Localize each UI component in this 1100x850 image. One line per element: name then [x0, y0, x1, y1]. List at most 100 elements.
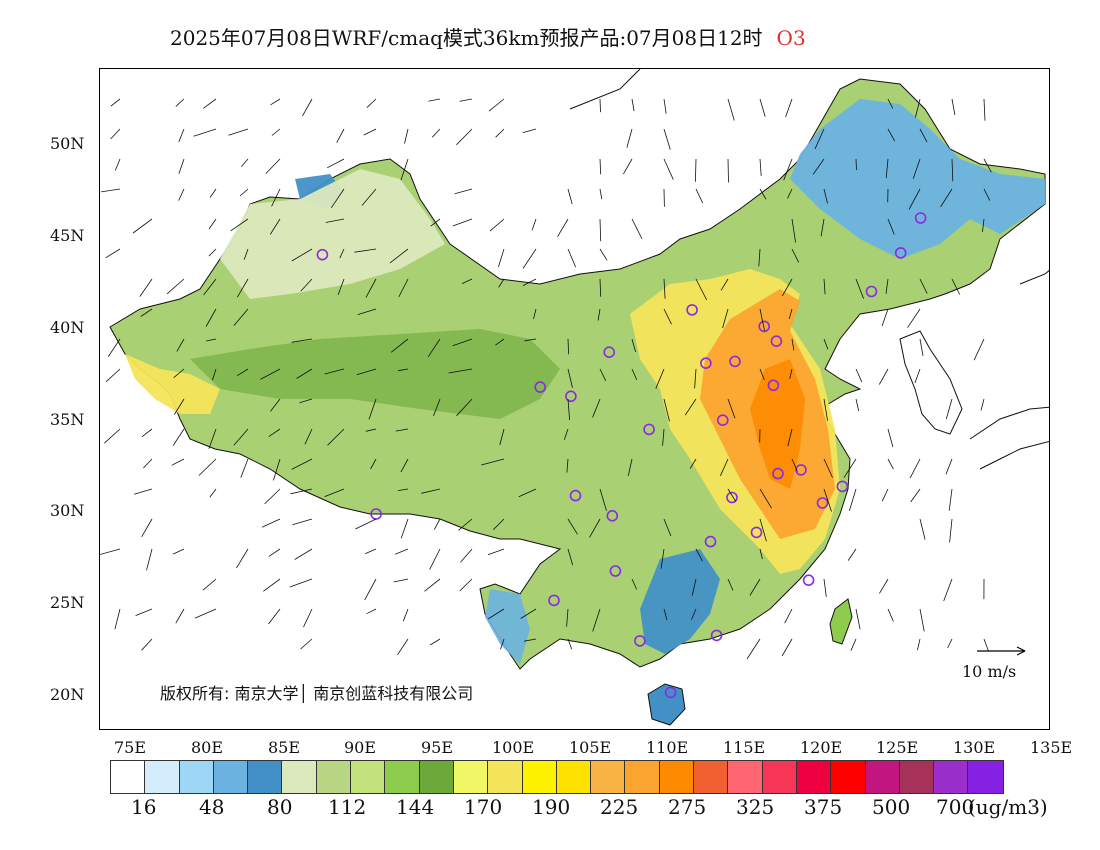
colorbar-label: 80 — [267, 795, 293, 819]
wind-arrow — [847, 548, 857, 561]
lon-label-75e: 75E — [114, 738, 147, 757]
wind-arrow — [364, 578, 377, 601]
colorbar-swatch — [796, 761, 832, 793]
wind-arrow — [459, 98, 473, 102]
wind-arrow — [749, 578, 761, 596]
station-marker — [716, 414, 729, 427]
wind-arrow — [289, 578, 313, 588]
station-marker — [569, 489, 582, 502]
wind-arrow — [599, 188, 603, 200]
wind-arrow — [695, 188, 704, 204]
wind-arrow — [304, 428, 313, 445]
wind-arrow — [689, 458, 697, 469]
wind-arrow — [567, 338, 569, 355]
colorbar-swatch — [591, 761, 626, 793]
lon-label-115e: 115E — [723, 738, 766, 757]
wind-arrow — [194, 608, 217, 619]
wind-arrow — [589, 518, 601, 538]
wind-arrow — [302, 98, 313, 117]
station-marker — [865, 285, 878, 298]
wind-arrow — [212, 368, 217, 381]
wind-arrow — [243, 248, 249, 260]
wind-arrow — [759, 518, 767, 542]
wind-arrow — [947, 638, 953, 649]
wind-arrow — [209, 488, 217, 498]
wind-arrow — [599, 248, 608, 261]
wind-arrow — [599, 98, 601, 113]
wind-arrow — [487, 608, 505, 620]
wind-arrow — [456, 398, 473, 417]
station-markers — [316, 212, 927, 699]
wind-arrow — [982, 218, 985, 232]
wind-arrow — [759, 548, 763, 560]
wind-arrow — [789, 368, 793, 379]
colorbar — [110, 760, 1004, 794]
wind-arrow — [236, 548, 249, 569]
colorbar-label: 500 — [872, 795, 911, 819]
wind-arrow — [495, 338, 505, 346]
wind-arrow — [139, 278, 153, 297]
wind-arrow — [114, 158, 121, 171]
station-marker — [609, 565, 622, 577]
wind-arrow — [206, 338, 217, 342]
wind-arrow — [365, 428, 377, 432]
colorbar-swatch — [419, 761, 454, 793]
wind-arrow — [175, 98, 185, 107]
colorbar-swatch — [248, 761, 283, 793]
wind-arrow — [261, 518, 281, 528]
wind-arrow — [100, 548, 121, 555]
wind-arrow — [500, 638, 505, 650]
coastline-russia — [1019, 270, 1049, 285]
wind-arrow — [566, 458, 569, 473]
wind-arrow — [623, 158, 633, 175]
wind-arrow — [263, 578, 281, 592]
wind-arrow — [855, 278, 864, 299]
lon-label-80e: 80E — [191, 738, 224, 757]
wind-arrow — [631, 218, 643, 240]
colorbar-swatch — [488, 761, 523, 793]
wind-arrow — [948, 488, 953, 511]
species-label: O3 — [776, 26, 806, 50]
wind-arrow — [631, 98, 635, 112]
wind-arrow — [781, 638, 793, 657]
wind-arrow — [663, 98, 667, 114]
wind-arrow — [429, 548, 441, 570]
wind-arrow — [327, 158, 345, 169]
wind-arrow — [361, 188, 377, 206]
colorbar-swatch — [762, 761, 797, 793]
wind-arrow — [110, 128, 121, 140]
wind-arrow — [983, 188, 991, 201]
wind-arrow — [663, 398, 670, 422]
wind-arrow — [663, 158, 674, 180]
wind-arrow — [919, 518, 926, 540]
colorbar-label: 700 — [936, 795, 975, 819]
wind-arrow — [951, 98, 956, 115]
wind-arrow — [567, 638, 573, 650]
low-ozone-zone-south — [640, 549, 720, 654]
wind-arrow — [173, 368, 185, 379]
wind-arrow — [849, 488, 857, 511]
colorbar-swatch — [213, 761, 249, 793]
wind-arrow — [336, 128, 345, 143]
wind-arrow — [270, 98, 281, 106]
wind-arrow — [236, 368, 249, 377]
wind-arrow — [695, 548, 703, 562]
lon-label-95e: 95E — [421, 738, 454, 757]
wind-arrow — [110, 98, 121, 107]
wind-arrow — [885, 278, 889, 294]
station-marker — [565, 390, 577, 403]
station-marker — [770, 335, 783, 348]
station-marker — [758, 320, 771, 333]
station-marker — [772, 467, 784, 480]
wind-arrow — [631, 578, 638, 590]
wind-arrow — [171, 458, 185, 466]
map-title: 2025年07月08日WRF/cmaq模式36km预报产品:07月08日12时 O… — [170, 22, 806, 51]
mid-ozone-zone-xinjiang — [220, 169, 445, 299]
wind-arrow — [395, 548, 409, 555]
wind-arrow — [597, 308, 601, 321]
coastline-japan — [969, 406, 1049, 470]
wind-arrow — [393, 578, 409, 583]
map-canvas — [100, 69, 1049, 726]
wind-arrow — [727, 488, 737, 502]
wind-arrow — [398, 278, 409, 298]
